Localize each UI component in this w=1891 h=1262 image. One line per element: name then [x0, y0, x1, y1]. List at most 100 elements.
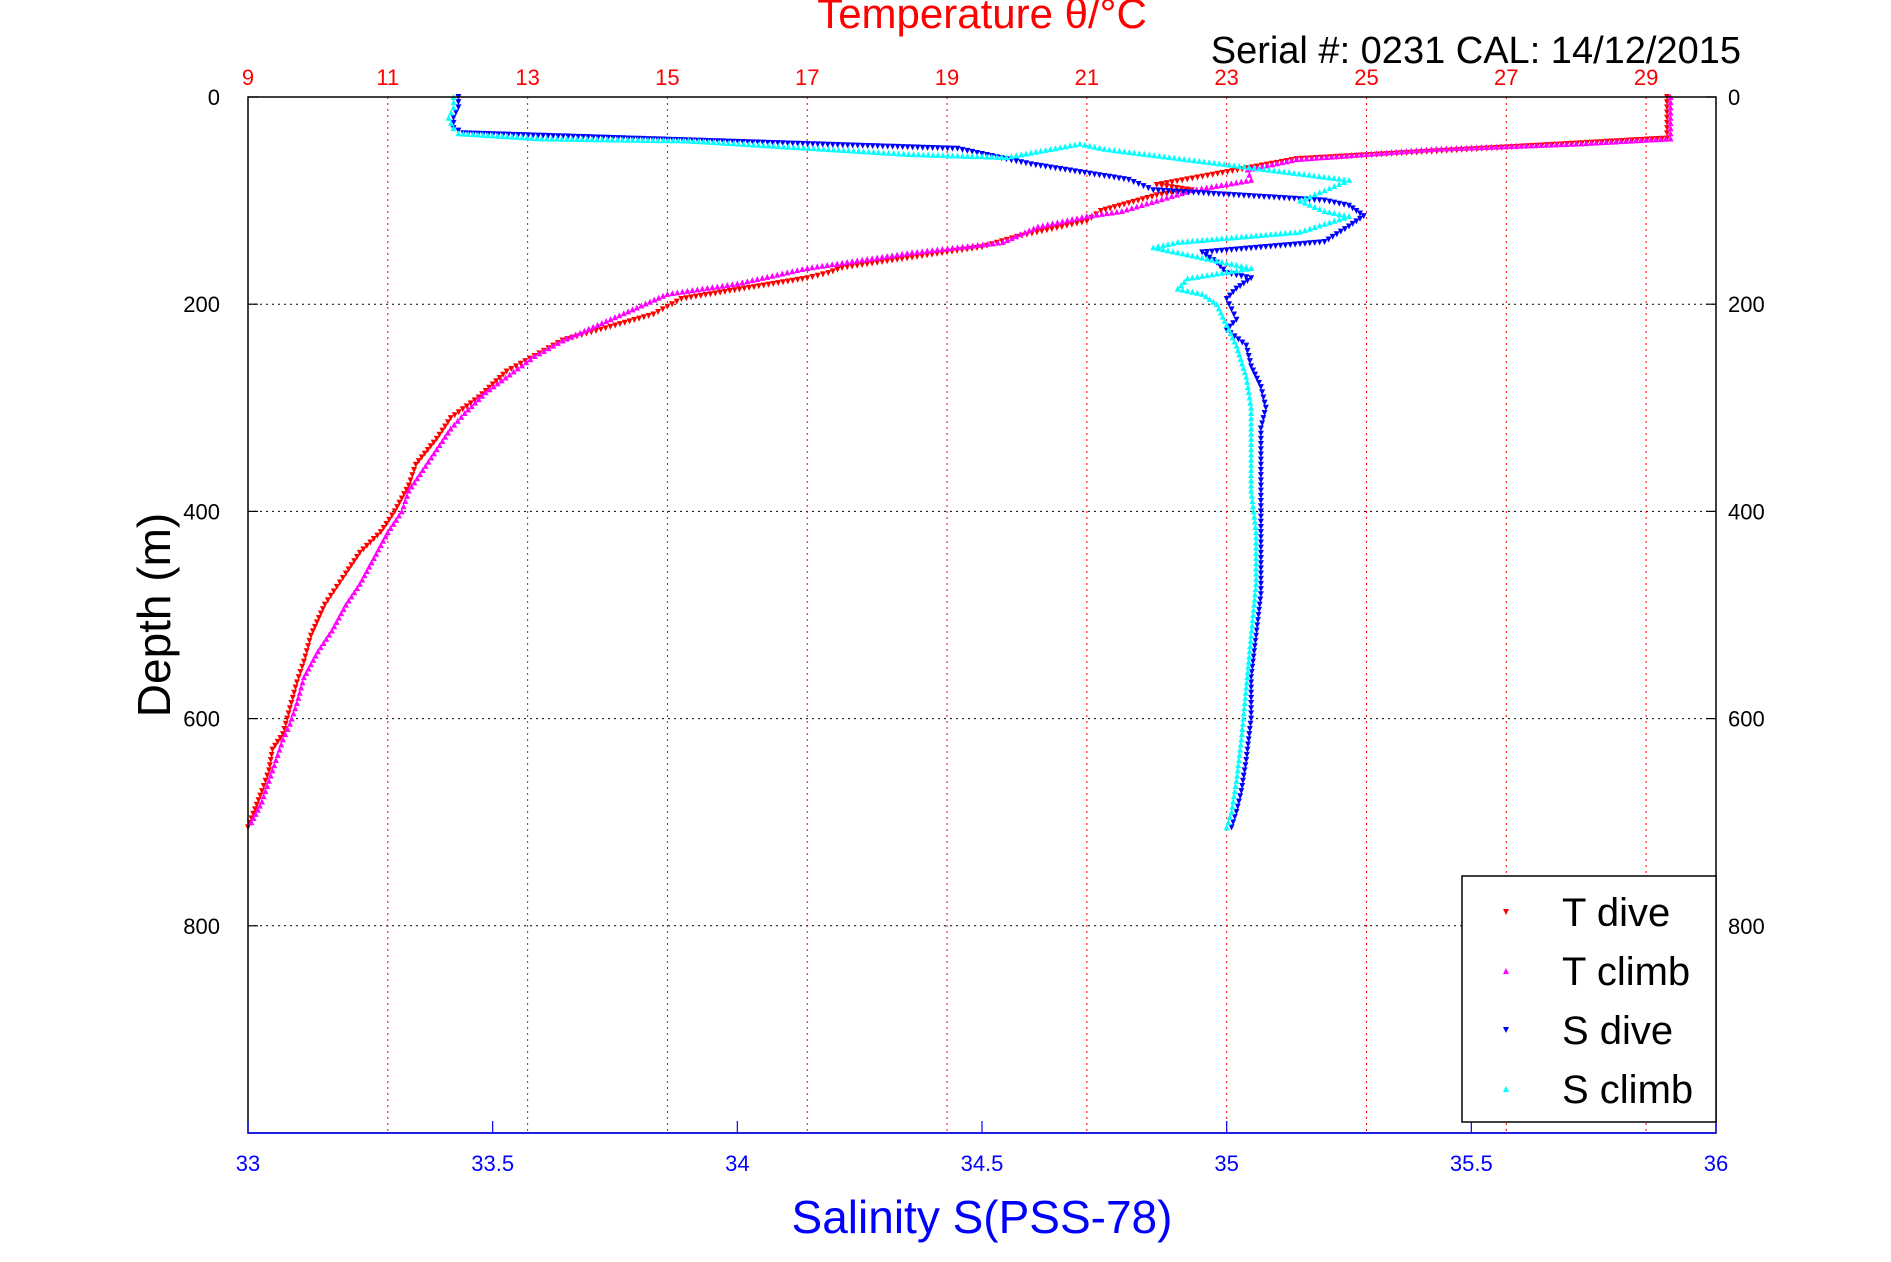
data-point-t-climb — [1358, 151, 1365, 158]
data-point-s-climb — [1311, 172, 1318, 179]
data-point-s-climb — [670, 137, 677, 144]
data-point-s-climb — [770, 142, 777, 149]
data-point-t-dive — [726, 288, 733, 295]
data-point-s-dive — [560, 133, 567, 140]
data-point-t-climb — [572, 331, 579, 338]
data-point-t-dive — [894, 256, 901, 263]
data-point-t-climb — [490, 383, 497, 390]
data-point-t-dive — [919, 253, 926, 260]
data-point-s-dive — [1248, 710, 1255, 717]
data-point-t-dive — [306, 637, 313, 644]
data-point-s-dive — [1231, 311, 1238, 318]
data-point-s-climb — [543, 135, 550, 142]
data-point-t-dive — [1149, 193, 1156, 200]
data-point-t-dive — [255, 797, 262, 804]
data-point-s-climb — [1234, 347, 1241, 354]
data-point-s-dive — [1246, 725, 1253, 732]
data-point-s-climb — [1321, 187, 1328, 194]
data-point-s-dive — [1257, 487, 1264, 494]
data-point-t-climb — [1173, 191, 1180, 198]
data-point-s-dive — [1333, 231, 1340, 238]
data-point-t-dive — [1038, 228, 1045, 235]
data-point-s-climb — [1116, 147, 1123, 154]
data-point-s-dive — [1248, 715, 1255, 722]
data-point-s-climb — [1243, 373, 1250, 380]
data-point-s-dive — [1205, 190, 1212, 197]
data-point-t-dive — [307, 632, 314, 639]
data-point-s-climb — [964, 152, 971, 159]
data-point-t-dive — [295, 674, 302, 681]
data-point-t-dive — [386, 516, 393, 523]
data-point-s-dive — [1240, 772, 1247, 779]
data-point-s-dive — [824, 141, 831, 148]
data-point-s-climb — [538, 135, 545, 142]
data-point-t-climb — [824, 261, 831, 268]
data-point-s-climb — [1234, 772, 1241, 779]
series-s-dive — [450, 94, 1367, 831]
data-point-t-climb — [354, 585, 361, 592]
data-point-s-climb — [1241, 369, 1248, 376]
data-point-t-dive — [517, 360, 524, 367]
data-point-s-climb — [1164, 241, 1171, 248]
data-point-s-climb — [1253, 539, 1260, 546]
data-point-t-dive — [829, 268, 836, 275]
data-point-s-climb — [1252, 523, 1259, 530]
data-point-t-climb — [660, 292, 667, 299]
data-point-t-dive — [360, 546, 367, 553]
data-point-t-dive — [819, 271, 826, 278]
data-point-s-dive — [1240, 280, 1247, 287]
data-point-t-climb — [1078, 214, 1085, 221]
data-point-s-dive — [500, 131, 507, 138]
data-point-t-climb — [405, 487, 412, 494]
data-point-s-dive — [1106, 173, 1113, 180]
data-point-s-climb — [1248, 487, 1255, 494]
data-point-t-dive — [1121, 201, 1128, 208]
data-point-s-dive — [1243, 342, 1250, 349]
data-point-s-dive — [754, 139, 761, 146]
data-point-s-dive — [1257, 482, 1264, 489]
data-point-s-climb — [1245, 663, 1252, 670]
data-point-s-climb — [1227, 330, 1234, 337]
x-top-tick-label: 17 — [795, 65, 819, 90]
data-point-s-climb — [1166, 154, 1173, 161]
data-point-t-climb — [874, 254, 881, 261]
x-axis-label: Salinity S(PSS-78) — [792, 1191, 1173, 1243]
data-point-s-dive — [1267, 243, 1274, 250]
data-point-t-climb — [839, 259, 846, 266]
data-point-s-dive — [1259, 420, 1266, 427]
data-point-t-climb — [310, 656, 317, 663]
data-point-t-climb — [494, 380, 501, 387]
x-top-tick-label: 13 — [515, 65, 539, 90]
data-point-t-dive — [1664, 119, 1671, 126]
x-top-tick-label: 15 — [655, 65, 679, 90]
data-point-s-dive — [1125, 176, 1132, 183]
data-point-s-climb — [609, 136, 616, 143]
data-point-s-climb — [1096, 144, 1103, 151]
data-point-s-climb — [1248, 420, 1255, 427]
data-point-s-dive — [1254, 622, 1261, 629]
data-point-t-climb — [1368, 150, 1375, 157]
data-point-s-climb — [1321, 207, 1328, 214]
data-point-s-dive — [1245, 736, 1252, 743]
data-point-s-climb — [1086, 142, 1093, 149]
data-point-t-climb — [999, 239, 1006, 246]
data-point-t-climb — [271, 762, 278, 769]
data-point-s-climb — [845, 147, 852, 154]
y-tick-label-left: 200 — [183, 292, 220, 317]
data-point-s-dive — [1213, 248, 1220, 255]
legend-marker — [1503, 1027, 1509, 1033]
data-point-t-climb — [1558, 141, 1565, 148]
data-point-s-climb — [1331, 217, 1338, 224]
data-point-t-climb — [629, 306, 636, 313]
data-point-t-climb — [375, 546, 382, 553]
data-point-s-climb — [1306, 201, 1313, 208]
data-point-t-dive — [319, 606, 326, 613]
data-point-t-climb — [393, 516, 400, 523]
data-point-s-climb — [1248, 477, 1255, 484]
data-point-s-climb — [785, 143, 792, 150]
data-point-t-climb — [465, 406, 472, 413]
data-point-t-climb — [1338, 152, 1345, 159]
data-point-t-climb — [323, 635, 330, 642]
data-point-s-dive — [1257, 425, 1264, 432]
data-point-t-dive — [794, 276, 801, 283]
